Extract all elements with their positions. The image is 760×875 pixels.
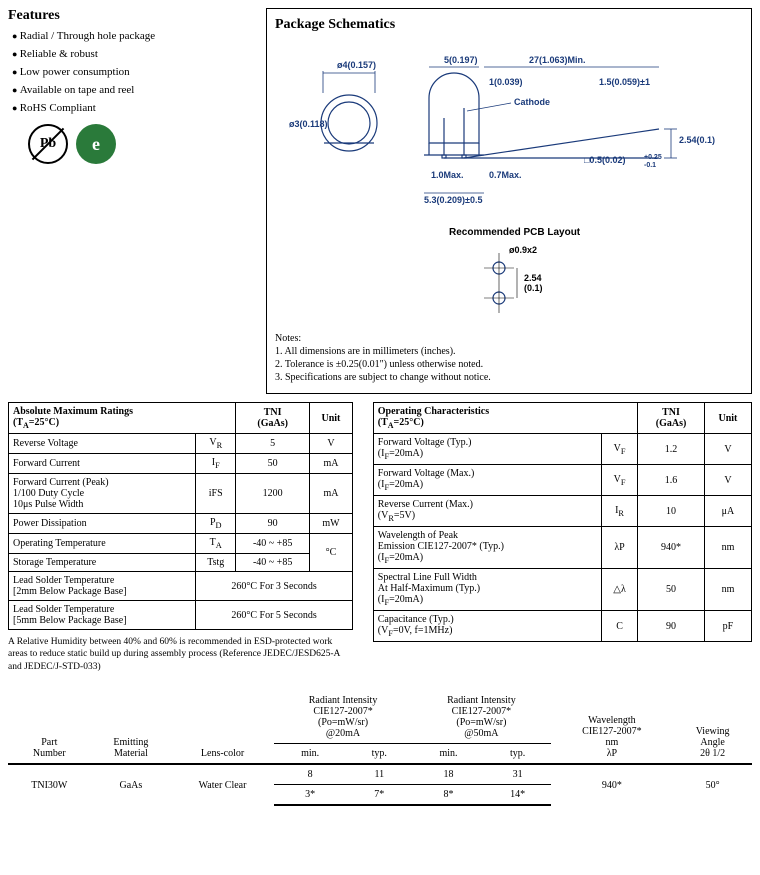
- dim-h1: 1(0.039): [489, 77, 523, 87]
- col-min: min.: [274, 744, 347, 765]
- feature-item: Available on tape and reel: [12, 84, 258, 96]
- table-row: Lead Solder Temperature[5mm Below Packag…: [9, 601, 353, 630]
- op-title-cell: Operating Characteristics (TA=25°C): [373, 403, 637, 434]
- col-lens: Lens-color: [171, 691, 274, 764]
- notes-title: Notes:: [275, 333, 743, 344]
- rohs-icon: e: [76, 124, 116, 164]
- parts-table: PartNumber EmittingMaterial Lens-color R…: [8, 691, 752, 806]
- table-row: Reverse VoltageVR5V: [9, 434, 353, 454]
- features-list: Radial / Through hole package Reliable &…: [8, 30, 258, 114]
- table-row: Power DissipationPD90mW: [9, 514, 353, 534]
- cathode-label: Cathode: [514, 97, 550, 107]
- table-row: Wavelength of PeakEmission CIE127-2007* …: [373, 527, 751, 569]
- table-row: Storage TemperatureTstg-40 ~ +85: [9, 554, 353, 572]
- pcb-pitch: 2.54: [524, 273, 542, 283]
- schematic-title: Package Schematics: [275, 17, 743, 33]
- dim-base1: 1.0Max.: [431, 170, 464, 180]
- package-schematic-diagram: ø4(0.157) ø3(0.118) 5(0.197) 27(1.063)Mi…: [289, 43, 729, 213]
- schematic-section: Package Schematics ø4(0.157) ø3(0.118): [266, 8, 752, 394]
- compliance-badges: Pb e: [28, 124, 258, 164]
- features-section: Features Radial / Through hole package R…: [8, 8, 258, 394]
- pcb-hole: ø0.9x2: [509, 245, 537, 255]
- table-row: Forward CurrentIF50mA: [9, 454, 353, 474]
- abs-title-cell: Absolute Maximum Ratings (TA=25°C): [9, 403, 236, 434]
- col-typ: typ.: [346, 744, 412, 765]
- table-row: Lead Solder Temperature[2mm Below Packag…: [9, 572, 353, 601]
- table-row: Spectral Line Full WidthAt Half-Maximum …: [373, 569, 751, 611]
- col-typ: typ.: [485, 744, 551, 765]
- dim-d4: ø4(0.157): [337, 60, 376, 70]
- dim-base07: 0.7Max.: [489, 170, 522, 180]
- feature-item: RoHS Compliant: [12, 102, 258, 114]
- absolute-max-ratings-table: Absolute Maximum Ratings (TA=25°C) TNI(G…: [8, 402, 353, 630]
- dim-leadsq: □0.5(0.02): [584, 155, 625, 165]
- table-row: Forward Voltage (Max.)(IF=20mA)VF1.6V: [373, 465, 751, 496]
- dim-h15: 1.5(0.059)±1: [599, 77, 650, 87]
- table-row: Forward Current (Peak)1/100 Duty Cycle10…: [9, 474, 353, 514]
- feature-item: Radial / Through hole package: [12, 30, 258, 42]
- table-row: Forward Voltage (Typ.)(IF=20mA)VF1.2V: [373, 434, 751, 465]
- dim-w5: 5(0.197): [444, 55, 478, 65]
- dim-leadtol2: -0.1: [644, 162, 656, 169]
- col-tni: TNI(GaAs): [638, 403, 705, 434]
- pcb-title: Recommended PCB Layout: [449, 227, 581, 238]
- col-va: ViewingAngle2θ 1/2: [673, 691, 752, 764]
- dim-w27: 27(1.063)Min.: [529, 55, 586, 65]
- col-part: PartNumber: [8, 691, 91, 764]
- col-ri50: Radiant IntensityCIE127-2007*(Po=mW/sr)@…: [412, 691, 550, 744]
- feature-item: Low power consumption: [12, 66, 258, 78]
- features-title: Features: [8, 8, 258, 24]
- dim-pitch: 2.54(0.1): [679, 135, 715, 145]
- table-row: Reverse Current (Max.)(VR=5V)IR10μA: [373, 496, 751, 527]
- dim-d3: ø3(0.118): [289, 119, 328, 129]
- svg-text:(0.1): (0.1): [524, 283, 543, 293]
- table-row: Operating TemperatureTA-40 ~ +85°C: [9, 534, 353, 554]
- note-item: 2. Tolerance is ±0.25(0.01") unless othe…: [275, 359, 743, 370]
- dim-leadtol: +0.25: [644, 154, 662, 161]
- col-ri20: Radiant IntensityCIE127-2007*(Po=mW/sr)@…: [274, 691, 412, 744]
- operating-characteristics-table: Operating Characteristics (TA=25°C) TNI(…: [373, 402, 752, 642]
- col-min: min.: [412, 744, 485, 765]
- table-row: Capacitance (Typ.)(VF=0V, f=1MHz)C90pF: [373, 611, 751, 642]
- col-emit: EmittingMaterial: [91, 691, 172, 764]
- abs-footnote: A Relative Humidity between 40% and 60% …: [8, 636, 353, 673]
- schematic-notes: Notes: 1. All dimensions are in millimet…: [275, 333, 743, 383]
- lead-free-icon: Pb: [28, 124, 68, 164]
- col-unit: Unit: [704, 403, 751, 434]
- dim-base53: 5.3(0.209)±0.5: [424, 195, 482, 205]
- pcb-layout-diagram: Recommended PCB Layout ø0.9x2 2.54 (0.1): [359, 223, 659, 323]
- table-row: TNI30W GaAs Water Clear 8 11 18 31 940* …: [8, 764, 752, 785]
- col-unit: Unit: [310, 403, 353, 434]
- col-tni: TNI(GaAs): [236, 403, 310, 434]
- note-item: 1. All dimensions are in millimeters (in…: [275, 346, 743, 357]
- col-wl: WavelengthCIE127-2007*nmλP: [551, 691, 674, 764]
- feature-item: Reliable & robust: [12, 48, 258, 60]
- note-item: 3. Specifications are subject to change …: [275, 372, 743, 383]
